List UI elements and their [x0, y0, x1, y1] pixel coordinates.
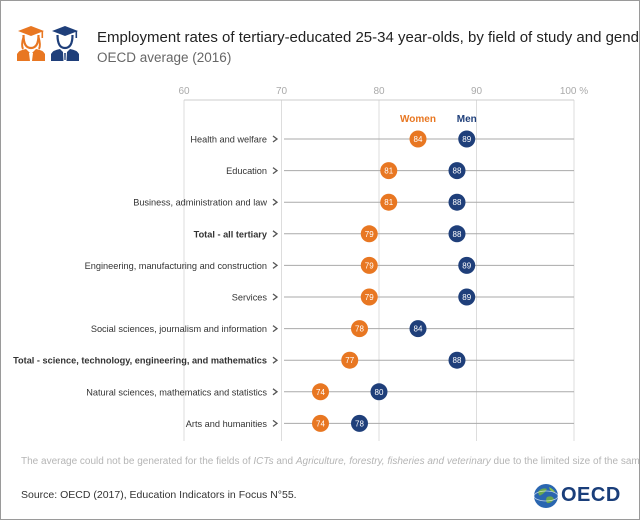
men-marker [458, 288, 476, 306]
women-marker [351, 320, 368, 338]
chevron-right-icon [272, 419, 279, 427]
men-value-label: 84 [414, 325, 423, 334]
women-marker [380, 193, 398, 211]
women-value-label: 74 [316, 388, 325, 397]
men-marker [409, 320, 427, 338]
category-label: Social sciences, journalism and informat… [91, 324, 267, 334]
x-tick-label: 100 % [560, 86, 588, 97]
chevron-right-icon [272, 356, 279, 364]
women-value-label: 78 [355, 325, 364, 334]
source-text: Source: OECD (2017), Education Indicator… [21, 489, 297, 501]
men-marker [458, 256, 476, 274]
chart-row: Total - science, technology, engineering… [13, 351, 574, 369]
footnote: The average could not be generated for t… [21, 456, 640, 467]
chart-row: Services 79 89 [232, 288, 574, 306]
men-marker [458, 130, 476, 148]
women-marker [312, 414, 329, 432]
chart-title: Employment rates of tertiary-educated 25… [97, 29, 640, 46]
chart-row: Engineering, manufacturing and construct… [85, 256, 574, 274]
legend-men: Men [457, 114, 477, 125]
women-value-label: 77 [345, 356, 354, 365]
women-marker [409, 130, 427, 148]
chevron-right-icon [272, 230, 279, 238]
women-marker [360, 288, 378, 306]
male-graduate-icon [51, 26, 79, 61]
chart-subtitle: OECD average (2016) [97, 50, 232, 65]
men-value-label: 78 [355, 419, 364, 428]
men-value-label: 80 [375, 388, 384, 397]
x-tick-label: 60 [178, 86, 190, 97]
category-label: Total - science, technology, engineering… [13, 356, 267, 366]
women-value-label: 79 [365, 261, 374, 270]
women-value-label: 84 [414, 135, 423, 144]
women-value-label: 81 [384, 167, 393, 176]
chevron-right-icon [272, 135, 279, 143]
category-label: Arts and humanities [186, 419, 268, 429]
category-label: Business, administration and law [133, 198, 267, 208]
graduate-icons [17, 26, 79, 61]
men-value-label: 89 [462, 135, 471, 144]
chart-row: Arts and humanities 74 78 [186, 414, 574, 432]
chart-row: Total - all tertiary 79 88 [194, 225, 574, 243]
chart-row: Social sciences, journalism and informat… [91, 320, 574, 338]
chevron-right-icon [272, 167, 279, 175]
chart-row: Natural sciences, mathematics and statis… [86, 383, 574, 401]
men-marker [370, 383, 388, 401]
women-value-label: 79 [365, 293, 374, 302]
category-label: Natural sciences, mathematics and statis… [86, 387, 267, 397]
chart-row: Education 81 88 [226, 162, 574, 180]
men-marker [448, 225, 466, 243]
category-label: Services [232, 293, 268, 303]
category-label: Health and welfare [190, 135, 267, 145]
women-marker [360, 256, 378, 274]
chart-row: Business, administration and law 81 88 [133, 193, 574, 211]
category-label: Total - all tertiary [194, 229, 268, 239]
women-value-label: 81 [384, 198, 393, 207]
x-tick-label: 70 [276, 86, 288, 97]
men-marker [448, 162, 466, 180]
chevron-right-icon [272, 198, 279, 206]
oecd-globe-icon [533, 484, 559, 508]
men-value-label: 88 [453, 198, 462, 207]
men-value-label: 88 [453, 230, 462, 239]
chevron-right-icon [272, 293, 279, 301]
men-value-label: 88 [453, 167, 462, 176]
chevron-right-icon [272, 388, 279, 396]
men-marker [448, 351, 466, 369]
legend-women: Women [400, 114, 436, 125]
x-tick-label: 90 [471, 86, 483, 97]
women-value-label: 74 [316, 419, 325, 428]
men-marker [351, 414, 368, 432]
women-marker [341, 351, 359, 369]
men-marker [448, 193, 466, 211]
category-label: Engineering, manufacturing and construct… [85, 261, 267, 271]
chevron-right-icon [272, 325, 279, 333]
oecd-logo-text: OECD [561, 484, 621, 506]
men-value-label: 88 [453, 356, 462, 365]
x-tick-label: 80 [373, 86, 385, 97]
category-label: Education [226, 166, 267, 176]
women-marker [380, 162, 398, 180]
men-value-label: 89 [462, 261, 471, 270]
women-marker [312, 383, 329, 401]
dot-plot: 60 70 80 90 100 % Health and welfare 84 89 Educ… [13, 86, 588, 441]
chart-row: Health and welfare 84 89 [190, 130, 574, 148]
men-value-label: 89 [462, 293, 471, 302]
chevron-right-icon [272, 261, 279, 269]
female-graduate-icon [17, 26, 45, 61]
women-marker [360, 225, 378, 243]
women-value-label: 79 [365, 230, 374, 239]
